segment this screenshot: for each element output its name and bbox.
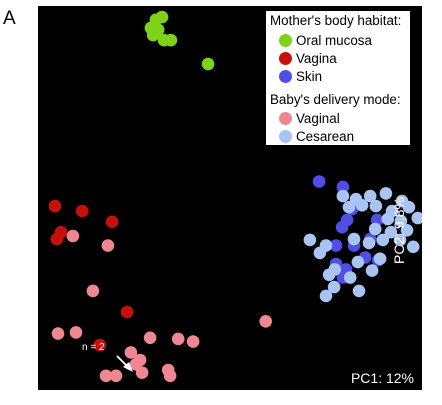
point-vaginal-3	[51, 327, 65, 340]
legend-label-cesarean: Cesarean	[296, 128, 355, 144]
point-vaginal-4	[69, 326, 83, 339]
point-cesarean-27	[322, 268, 336, 282]
point-vaginal-8	[259, 315, 272, 328]
point-skin-0	[312, 175, 326, 188]
legend-item-vagina: Vagina	[279, 50, 337, 66]
point-cesarean-6	[355, 199, 369, 212]
panel-label: A	[3, 8, 16, 29]
point-cesarean-29	[365, 264, 379, 277]
point-cesarean-14	[384, 225, 398, 239]
point-cesarean-9	[402, 200, 416, 214]
point-cesarean-22	[406, 240, 420, 254]
point-vagina-6	[93, 338, 107, 352]
point-vaginal-12	[135, 366, 149, 380]
point-cesarean-3	[379, 187, 393, 200]
point-vagina-0	[48, 199, 62, 213]
point-cesarean-30	[327, 280, 341, 294]
scatter-plot-area: n = 2 Mother's body habitat: Oral mucosa…	[38, 6, 422, 390]
point-vaginal-6	[171, 332, 185, 346]
point-vagina-2	[105, 215, 119, 229]
point-cesarean-18	[347, 232, 361, 246]
point-oral-mucosa-1	[155, 10, 169, 24]
point-cesarean-10	[411, 211, 422, 225]
legend-label-skin: Skin	[296, 68, 323, 84]
y-axis-label: PC2: 9.8%	[391, 197, 407, 264]
scatter-plot-svg	[48, 10, 422, 383]
point-vagina-4	[50, 232, 64, 246]
legend-delivery-title: Baby's delivery mode:	[270, 92, 401, 107]
legend-swatch-oral-mucosa	[279, 33, 292, 47]
point-cesarean-19	[362, 236, 376, 250]
legend-swatch-vagina	[279, 51, 292, 65]
point-oral-mucosa-4	[146, 28, 160, 42]
legend-label-oral-mucosa: Oral mucosa	[296, 32, 372, 48]
point-cesarean-32	[319, 289, 333, 303]
point-cesarean-28	[343, 271, 357, 284]
n-equals-2-arrow	[116, 355, 133, 372]
legend-swatch-cesarean	[279, 129, 292, 143]
point-cesarean-12	[394, 214, 408, 228]
point-cesarean-25	[351, 255, 365, 269]
point-oral-mucosa-7	[201, 57, 215, 71]
point-cesarean-15	[400, 224, 414, 237]
data-points	[48, 10, 422, 383]
legend-swatch-vaginal	[279, 111, 292, 125]
point-vaginal-1	[101, 239, 115, 252]
point-cesarean-13	[368, 222, 382, 236]
legend-label-vagina: Vagina	[296, 50, 337, 66]
point-oral-mucosa-6	[164, 33, 178, 47]
point-skin-5	[329, 239, 343, 252]
point-vaginal-7	[186, 335, 200, 348]
point-vagina-5	[120, 305, 134, 319]
legend-item-skin: Skin	[279, 68, 322, 84]
point-cesarean-20	[376, 233, 390, 247]
point-cesarean-21	[393, 233, 407, 247]
legend-item-cesarean: Cesarean	[279, 128, 354, 144]
point-cesarean-26	[373, 252, 387, 265]
legend-item-vaginal: Vaginal	[279, 110, 340, 126]
legend-swatch-skin	[279, 69, 292, 83]
point-vagina-1	[75, 204, 89, 218]
n-equals-2-annotation: n = 2	[82, 342, 105, 353]
point-cesarean-5	[342, 200, 356, 214]
point-cesarean-11	[381, 212, 395, 226]
point-skin-1	[336, 180, 350, 194]
point-cesarean-23	[313, 246, 327, 260]
point-vaginal-9	[124, 346, 138, 359]
point-skin-4	[335, 220, 349, 234]
point-vaginal-5	[143, 331, 157, 345]
point-cesarean-7	[369, 199, 383, 213]
legend-habitat-title: Mother's body habitat:	[270, 13, 402, 28]
point-vaginal-16	[163, 369, 177, 383]
point-cesarean-16	[303, 233, 317, 247]
x-axis-label: PC1: 12%	[350, 370, 414, 386]
point-vaginal-0	[66, 229, 80, 243]
legend: Mother's body habitat: Oral mucosa Vagin…	[264, 9, 412, 147]
point-cesarean-2	[363, 189, 377, 203]
point-vaginal-13	[99, 369, 113, 383]
point-vaginal-14	[109, 369, 123, 383]
point-cesarean-0	[336, 189, 350, 203]
point-cesarean-31	[352, 284, 366, 298]
legend-label-vaginal: Vaginal	[296, 110, 340, 126]
legend-item-oral-mucosa: Oral mucosa	[279, 32, 372, 48]
point-vaginal-2	[86, 284, 100, 298]
